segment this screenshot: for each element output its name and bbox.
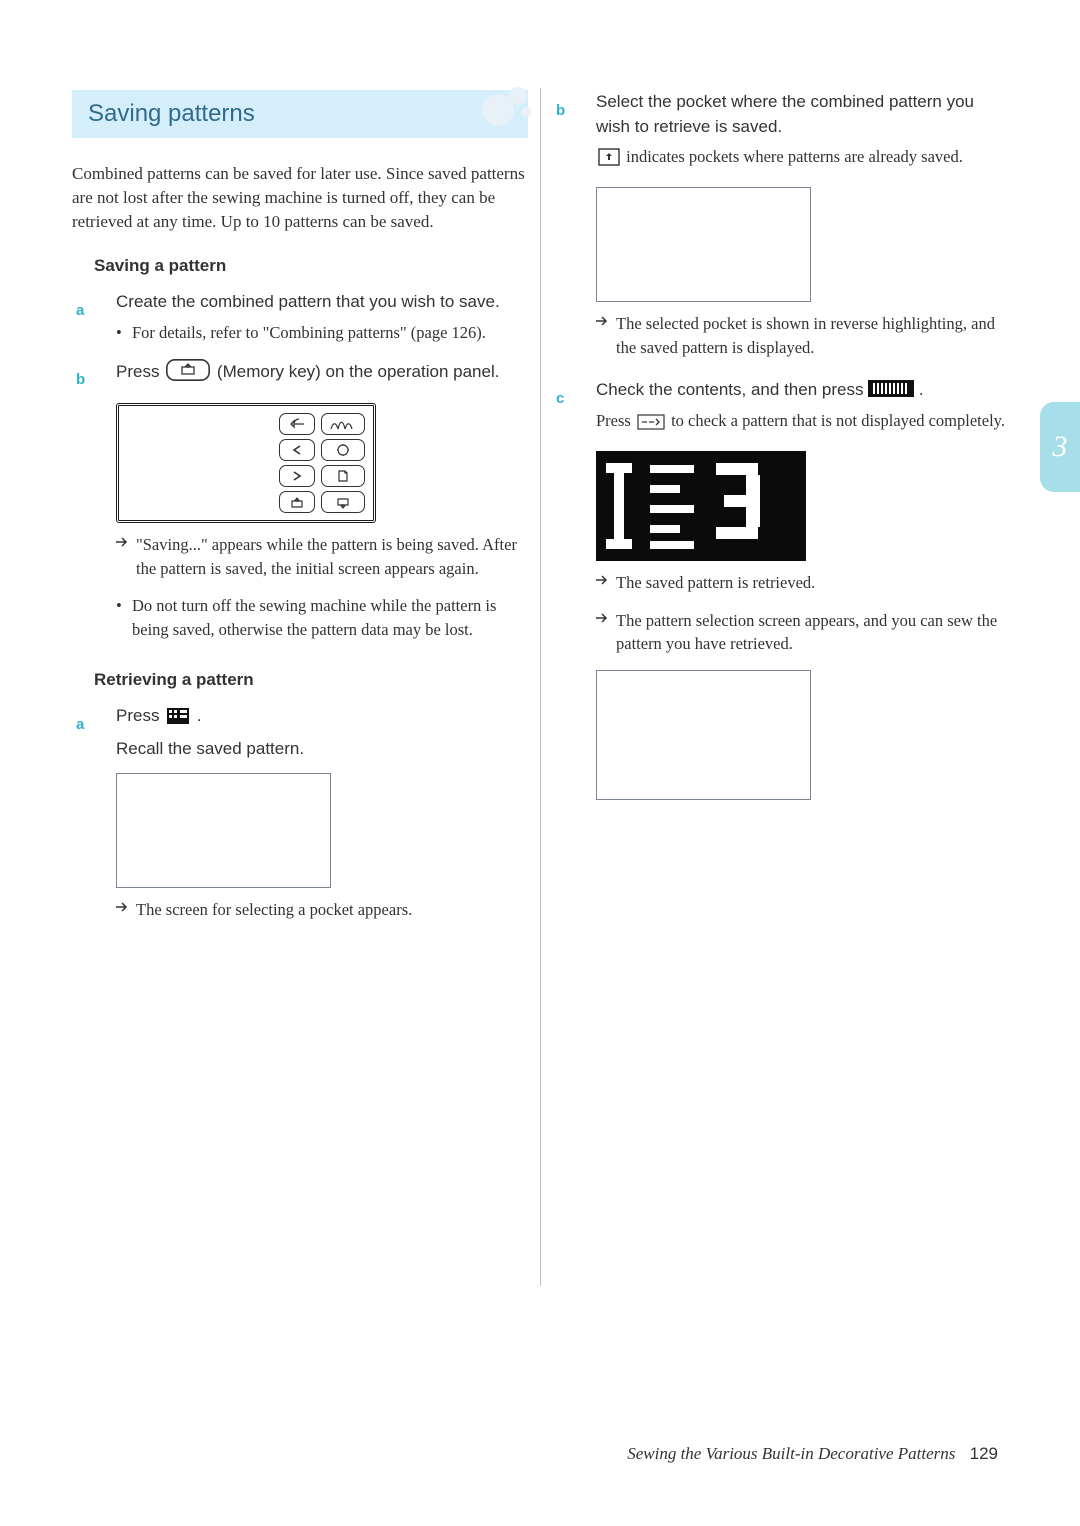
text: Press bbox=[116, 706, 164, 725]
section-title-wrap: Saving patterns bbox=[72, 90, 528, 138]
scroll-key-icon bbox=[637, 413, 665, 437]
step-main: Press . bbox=[116, 704, 528, 733]
step-letter: c bbox=[556, 390, 564, 407]
result-text: The screen for selecting a pocket appear… bbox=[116, 898, 528, 922]
step-bullet: For details, refer to "Combining pattern… bbox=[116, 321, 528, 345]
right-step-b: b Select the pocket where the combined p… bbox=[552, 90, 1008, 173]
right-key-icon bbox=[279, 465, 315, 487]
menu-key-icon bbox=[321, 439, 365, 461]
result-arrow-icon bbox=[114, 535, 128, 549]
ok-key-icon bbox=[868, 380, 914, 397]
text: The selected pocket is shown in reverse … bbox=[616, 314, 995, 357]
text: to check a pattern that is not displayed… bbox=[671, 411, 1005, 430]
memory-key-icon bbox=[166, 359, 210, 389]
left-key-icon bbox=[279, 439, 315, 461]
step-letter: b bbox=[556, 102, 565, 119]
panel-keys bbox=[279, 413, 365, 513]
recall-key-icon bbox=[321, 491, 365, 513]
text: The pattern selection screen appears, an… bbox=[616, 611, 997, 654]
display-col-bars bbox=[650, 461, 694, 551]
text: indicates pockets where patterns are alr… bbox=[626, 147, 963, 166]
result-arrow-icon bbox=[594, 314, 608, 328]
result-arrow-icon bbox=[114, 900, 128, 914]
saving-step-b: b Press (Memory key) on the operation pa… bbox=[72, 359, 528, 389]
step-letter: b bbox=[76, 371, 85, 388]
bubble-decoration-icon bbox=[474, 82, 534, 128]
text: The saved pattern is retrieved. bbox=[616, 573, 815, 592]
result-text: The selected pocket is shown in reverse … bbox=[596, 312, 1008, 360]
text: Press bbox=[116, 362, 164, 381]
column-divider bbox=[540, 88, 541, 1286]
page-key-icon bbox=[321, 465, 365, 487]
left-column: Saving patterns Combined patterns can be… bbox=[72, 90, 528, 936]
text: . bbox=[919, 380, 924, 399]
operation-panel-diagram bbox=[116, 403, 376, 523]
step-sub: Recall the saved pattern. bbox=[116, 739, 528, 759]
step-main: Check the contents, and then press . bbox=[596, 378, 1008, 403]
result-arrow-icon bbox=[594, 573, 608, 587]
right-column: b Select the pocket where the combined p… bbox=[552, 90, 1008, 936]
step-letter: a bbox=[76, 716, 84, 733]
preset-key-icon bbox=[321, 413, 365, 435]
lcd-screen-placeholder bbox=[116, 773, 331, 888]
text: . bbox=[197, 706, 202, 725]
back-key-icon bbox=[279, 413, 315, 435]
saving-step-a: a Create the combined pattern that you w… bbox=[72, 290, 528, 345]
lcd-screen-placeholder bbox=[596, 670, 811, 800]
lcd-pattern-display bbox=[596, 451, 806, 561]
intro-text: Combined patterns can be saved for later… bbox=[72, 162, 528, 234]
warning-bullet: Do not turn off the sewing machine while… bbox=[116, 594, 528, 642]
step-main: Create the combined pattern that you wis… bbox=[116, 290, 528, 315]
step-sub: indicates pockets where patterns are alr… bbox=[596, 145, 1008, 173]
subhead-retrieving: Retrieving a pattern bbox=[94, 670, 528, 690]
recall-key-icon bbox=[166, 707, 190, 733]
text: Press bbox=[596, 411, 635, 430]
step-sub: Press to check a pattern that is not dis… bbox=[596, 409, 1008, 437]
display-col-3 bbox=[710, 461, 770, 551]
step-main: Select the pocket where the combined pat… bbox=[596, 90, 1008, 139]
step-main: Press (Memory key) on the operation pane… bbox=[116, 359, 528, 389]
text: The screen for selecting a pocket appear… bbox=[136, 900, 412, 919]
result-text: The pattern selection screen appears, an… bbox=[596, 609, 1008, 657]
page-footer: Sewing the Various Built-in Decorative P… bbox=[627, 1444, 998, 1464]
result-arrow-icon bbox=[594, 611, 608, 625]
step-letter: a bbox=[76, 302, 84, 319]
memory-key-icon bbox=[279, 491, 315, 513]
chapter-tab: 3 bbox=[1040, 402, 1080, 492]
right-step-c: c Check the contents, and then press . P… bbox=[552, 378, 1008, 437]
text: (Memory key) on the operation panel. bbox=[217, 362, 500, 381]
result-text: The saved pattern is retrieved. bbox=[596, 571, 1008, 595]
subhead-saving: Saving a pattern bbox=[94, 256, 528, 276]
footer-section: Sewing the Various Built-in Decorative P… bbox=[627, 1444, 955, 1463]
text: Check the contents, and then press bbox=[596, 380, 868, 399]
retrieving-step-a: a Press . Recall the saved pattern. bbox=[72, 704, 528, 759]
section-title: Saving patterns bbox=[72, 90, 528, 138]
result-text: "Saving..." appears while the pattern is… bbox=[116, 533, 528, 581]
saved-pocket-icon bbox=[598, 148, 620, 173]
display-col-i bbox=[604, 461, 634, 551]
text: "Saving..." appears while the pattern is… bbox=[136, 535, 517, 578]
footer-page-number: 129 bbox=[970, 1444, 998, 1463]
lcd-screen-placeholder bbox=[596, 187, 811, 302]
